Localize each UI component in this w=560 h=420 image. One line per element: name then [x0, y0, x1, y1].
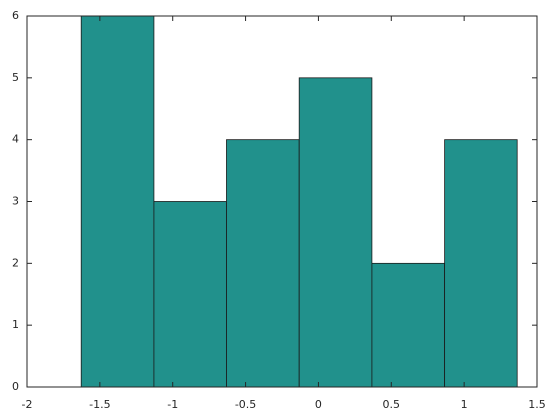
x-tick-label: -0.5	[235, 398, 256, 411]
x-tick-label: 1	[461, 398, 468, 411]
x-tick-label: 0	[315, 398, 322, 411]
x-tick-label: -1	[167, 398, 178, 411]
bar	[371, 262, 446, 388]
bar	[80, 15, 155, 388]
bar	[226, 139, 300, 388]
bar	[298, 77, 373, 388]
y-tick-label: 6	[12, 9, 19, 22]
bar	[153, 201, 227, 388]
y-tick-label: 4	[12, 133, 19, 146]
y-tick-label: 2	[12, 256, 19, 269]
y-tick-label: 0	[12, 380, 19, 393]
x-tick-label: -2	[22, 398, 33, 411]
x-tick-label: 1.5	[528, 398, 546, 411]
y-tick-label: 1	[12, 318, 19, 331]
x-tick-label: -1.5	[89, 398, 110, 411]
x-tick-label: 0.5	[383, 398, 401, 411]
y-tick-label: 5	[12, 71, 19, 84]
bar	[444, 139, 518, 388]
y-tick-label: 3	[12, 195, 19, 208]
